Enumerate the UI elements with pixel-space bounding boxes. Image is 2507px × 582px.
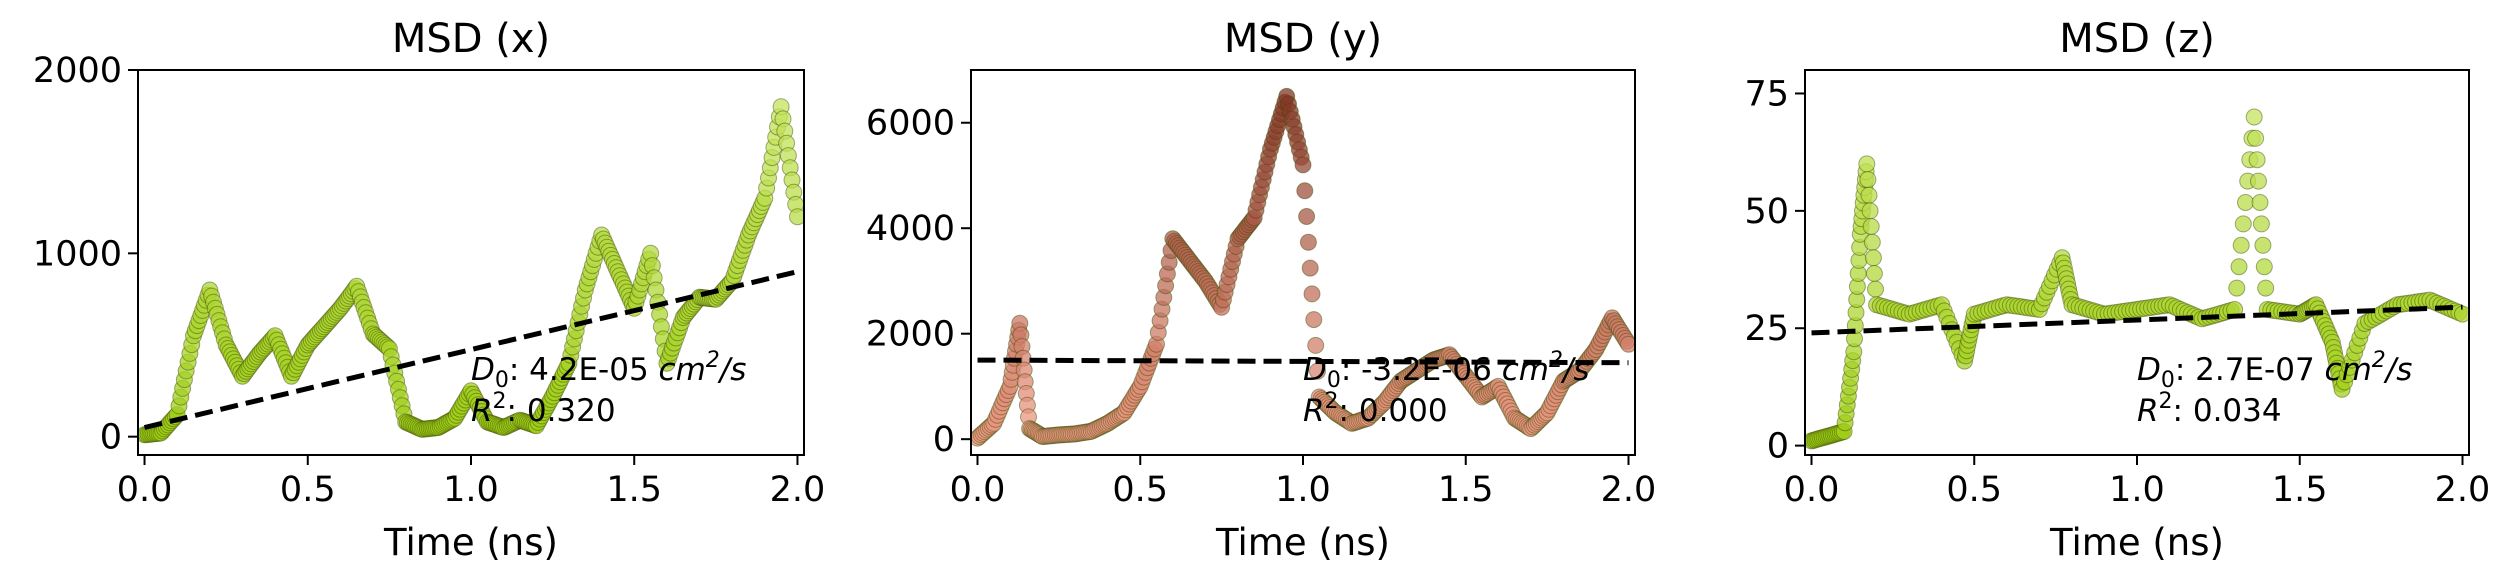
data-point — [1863, 233, 1881, 251]
data-point — [1859, 171, 1877, 189]
x-axis-label: Time (ns) — [1215, 521, 1390, 564]
data-point — [2250, 172, 2267, 190]
x-tick-label: 0.5 — [1112, 470, 1168, 510]
data-point — [2230, 258, 2248, 276]
data-point — [1303, 285, 1321, 303]
y-tick-label: 2000 — [33, 51, 122, 91]
data-point — [2237, 194, 2254, 211]
fit-line — [977, 357, 1629, 366]
msd-x-panel: MSD (x) D0: 4.2E-05 cm2/sR2: 0.320 0.0 0.5 1… — [33, 16, 825, 564]
y-tick-label: 0 — [1767, 427, 1789, 467]
data-point — [1860, 186, 1878, 204]
x-tick-label: 1.0 — [1275, 470, 1331, 510]
data-point — [789, 208, 804, 226]
data-point — [1299, 233, 1317, 251]
fit-line — [1811, 304, 2463, 336]
x-tick-label: 1.5 — [1438, 470, 1494, 510]
fit-line — [143, 269, 799, 430]
y-tick-label: 0 — [100, 418, 122, 458]
x-tick-label: 0.5 — [1946, 470, 2002, 510]
x-tick-label: 2.0 — [2435, 470, 2491, 510]
chart-title: MSD (y) — [1224, 16, 1382, 62]
y-tick-label: 75 — [1744, 74, 1789, 114]
msd-z-panel: MSD (z) D0: 2.7E-07 cm2/sR2: 0.034 0.0 0.5 1… — [1744, 16, 2490, 564]
y-tick-label: 4000 — [866, 209, 955, 249]
x-tick-label: 2.0 — [1601, 470, 1657, 510]
x-tick-label: 0.0 — [950, 470, 1006, 510]
data-point — [2257, 279, 2275, 297]
x-tick-label: 1.5 — [2272, 470, 2328, 510]
data-point — [1861, 202, 1879, 220]
data-point — [2454, 305, 2469, 323]
data-point — [2248, 151, 2266, 169]
x-tick-label: 2.0 — [770, 470, 826, 510]
data-point — [2234, 215, 2252, 233]
data-point — [2255, 258, 2273, 276]
data-point — [1865, 265, 1883, 282]
r-squared-label: R2: 0.320 — [471, 389, 616, 429]
diffusion-coefficient-label: D0: 4.2E-05 cm2/s — [471, 348, 746, 393]
msd-y-panel: MSD (y) D0: -3.2E-06 cm2/sR2: 0.000 0.0 0.5… — [866, 16, 1656, 564]
y-tick-label: 2000 — [866, 315, 955, 355]
data-point — [1298, 208, 1316, 225]
diffusion-coefficient-label: D0: 2.7E-07 cm2/s — [2137, 348, 2412, 393]
x-tick-label: 0.5 — [280, 470, 336, 510]
x-axis-label: Time (ns) — [383, 521, 558, 564]
data-point — [2251, 194, 2269, 211]
y-tick-label: 1000 — [33, 234, 122, 274]
data-point — [1858, 155, 1876, 173]
y-tick-label: 25 — [1744, 309, 1789, 349]
data-point — [1862, 218, 1880, 235]
x-tick-label: 1.0 — [2109, 470, 2165, 510]
data-point — [2252, 215, 2270, 233]
x-tick-label: 0.0 — [117, 470, 173, 510]
r-squared-label: R2: 0.000 — [1303, 389, 1448, 429]
x-tick-label: 0.0 — [1784, 470, 1840, 510]
chart-title: MSD (x) — [392, 16, 550, 62]
data-point — [1296, 182, 1314, 200]
data-point — [1305, 311, 1323, 329]
data-point — [2254, 236, 2272, 254]
data-point — [1307, 336, 1325, 354]
data-points — [971, 87, 1635, 447]
data-point — [2232, 236, 2250, 254]
chart-title: MSD (z) — [2059, 16, 2215, 62]
y-tick-label: 0 — [933, 420, 955, 460]
data-point — [1620, 335, 1635, 353]
data-points — [138, 98, 804, 444]
data-point — [1867, 280, 1884, 298]
x-tick-label: 1.0 — [443, 470, 499, 510]
x-tick-label: 1.5 — [606, 470, 662, 510]
data-point — [1864, 249, 1882, 267]
y-tick-label: 6000 — [866, 104, 955, 144]
diffusion-coefficient-label: D0: -3.2E-06 cm2/s — [1303, 348, 1590, 393]
data-point — [2245, 108, 2263, 126]
data-point — [1294, 156, 1312, 174]
data-point — [2228, 279, 2246, 297]
data-point — [1301, 259, 1319, 277]
data-point — [2247, 129, 2265, 147]
y-tick-label: 50 — [1744, 192, 1789, 232]
x-axis-label: Time (ns) — [2049, 521, 2224, 564]
r-squared-label: R2: 0.034 — [2137, 389, 2282, 429]
